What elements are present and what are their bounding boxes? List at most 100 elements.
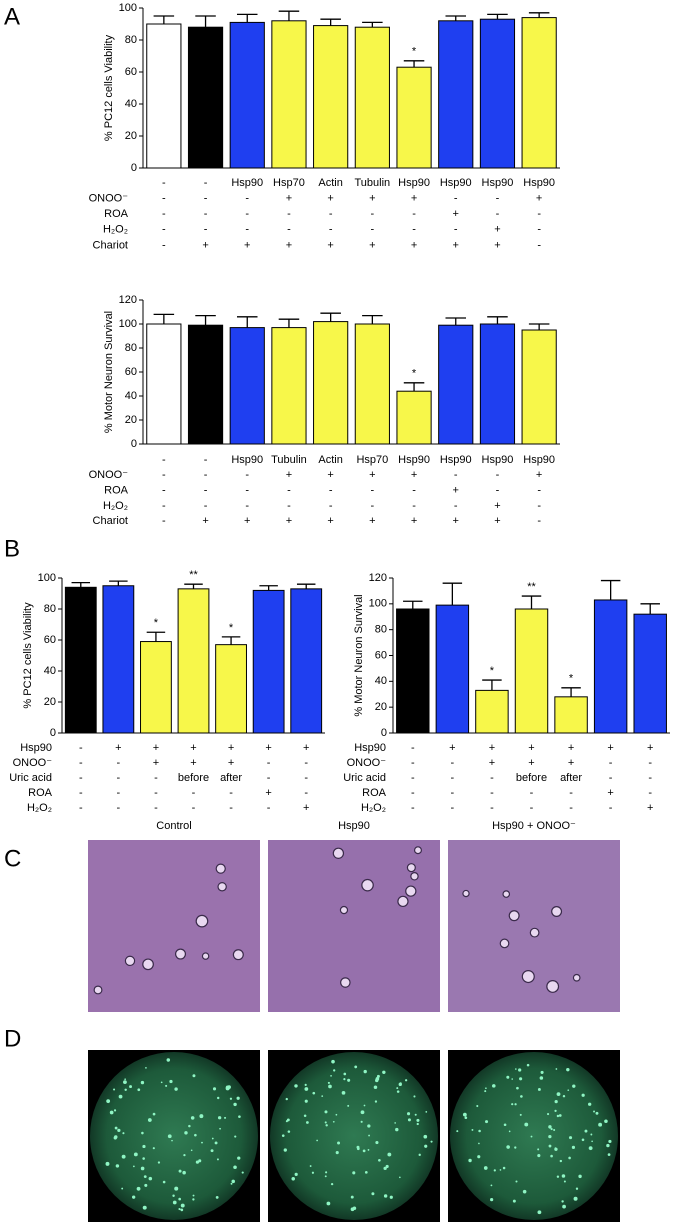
neuron <box>113 1136 117 1140</box>
neuron <box>124 1078 126 1081</box>
cell <box>406 863 416 873</box>
bar <box>140 641 172 734</box>
neuron <box>575 1187 579 1190</box>
neuron <box>573 1196 578 1201</box>
neuron <box>157 1161 161 1164</box>
y-tick-label: 80 <box>125 342 137 354</box>
neuron <box>332 1120 335 1123</box>
condition-value: - <box>287 224 291 236</box>
neuron <box>285 1097 288 1101</box>
micrograph <box>88 840 260 1012</box>
neuron <box>229 1097 233 1100</box>
neuron <box>167 1134 172 1139</box>
condition-value: - <box>537 515 541 527</box>
x-tick-label: Tubulin <box>355 177 391 189</box>
neuron <box>503 1123 507 1127</box>
neuron <box>129 1085 132 1089</box>
significance-mark: * <box>412 46 417 58</box>
neuron <box>188 1124 191 1128</box>
y-tick-label: 40 <box>375 675 387 687</box>
neuron <box>396 1087 399 1090</box>
condition-value: - <box>412 485 416 497</box>
neuron <box>537 1210 542 1215</box>
condition-label: H₂O₂ <box>361 802 386 814</box>
neuron <box>524 1122 529 1127</box>
neuron <box>183 1154 186 1157</box>
condition-value: - <box>229 802 233 814</box>
y-tick-label: 100 <box>38 572 56 584</box>
condition-label: ONOO⁻ <box>89 469 129 481</box>
neuron <box>394 1122 396 1124</box>
x-tick-label: Hsp90 <box>440 177 472 189</box>
well <box>270 1052 438 1220</box>
neuron <box>195 1160 200 1164</box>
neuron <box>140 1166 145 1171</box>
neuron <box>335 1151 339 1155</box>
neuron <box>291 1177 295 1181</box>
condition-value: + <box>153 742 159 754</box>
neuron <box>162 1180 166 1184</box>
neuron <box>171 1139 173 1142</box>
neuron <box>506 1075 510 1079</box>
condition-value: - <box>79 757 83 769</box>
neuron <box>144 1183 148 1187</box>
neuron <box>598 1122 603 1127</box>
condition-value: - <box>162 515 166 527</box>
condition-value: - <box>451 772 455 784</box>
condition-value: - <box>245 208 249 220</box>
condition-value: - <box>412 224 416 236</box>
condition-value: - <box>411 742 415 754</box>
neuron <box>581 1093 585 1097</box>
neuron <box>145 1066 147 1069</box>
neuron <box>522 1189 527 1194</box>
neuron <box>325 1124 328 1127</box>
neuron <box>211 1137 214 1140</box>
condition-value: - <box>648 772 652 784</box>
condition-label: Hsp90 <box>354 742 386 754</box>
neuron <box>335 1113 338 1116</box>
neuron <box>581 1138 585 1142</box>
neuron <box>172 1200 177 1205</box>
condition-value: after <box>560 772 582 784</box>
neuron <box>172 1194 175 1197</box>
condition-value: - <box>245 500 249 512</box>
condition-value: - <box>204 500 208 512</box>
condition-value: + <box>536 193 542 205</box>
neuron <box>378 1158 381 1162</box>
condition-value: + <box>453 239 459 251</box>
condition-value: + <box>647 742 653 754</box>
neuron <box>399 1082 402 1085</box>
x-tick-label: Hsp90 <box>523 177 555 189</box>
neuron <box>556 1092 561 1097</box>
neuron <box>425 1110 428 1113</box>
neuron <box>169 1079 173 1084</box>
condition-value: + <box>489 742 495 754</box>
neuron <box>606 1143 610 1148</box>
y-tick-label: 100 <box>119 2 137 14</box>
condition-value: + <box>489 757 495 769</box>
condition-value: - <box>204 485 208 497</box>
neuron <box>174 1186 179 1191</box>
x-tick-label: Tubulin <box>271 454 307 466</box>
neuron <box>430 1140 433 1143</box>
condition-value: - <box>530 802 534 814</box>
neuron <box>324 1175 327 1178</box>
condition-value: - <box>117 802 121 814</box>
neuron <box>347 1104 350 1107</box>
condition-value: - <box>411 772 415 784</box>
x-tick-label: Actin <box>318 177 342 189</box>
neuron <box>304 1087 309 1091</box>
condition-value: - <box>411 757 415 769</box>
x-tick-label: - <box>204 177 208 189</box>
condition-value: - <box>496 193 500 205</box>
neuron <box>416 1122 419 1126</box>
neuron <box>588 1102 592 1106</box>
bar <box>633 613 667 734</box>
x-tick-label: Hsp90 <box>482 454 514 466</box>
x-tick-label: - <box>162 177 166 189</box>
condition-value: - <box>371 208 375 220</box>
neuron <box>373 1085 378 1089</box>
condition-value: - <box>537 208 541 220</box>
condition-value: + <box>265 787 271 799</box>
neuron <box>215 1195 219 1199</box>
